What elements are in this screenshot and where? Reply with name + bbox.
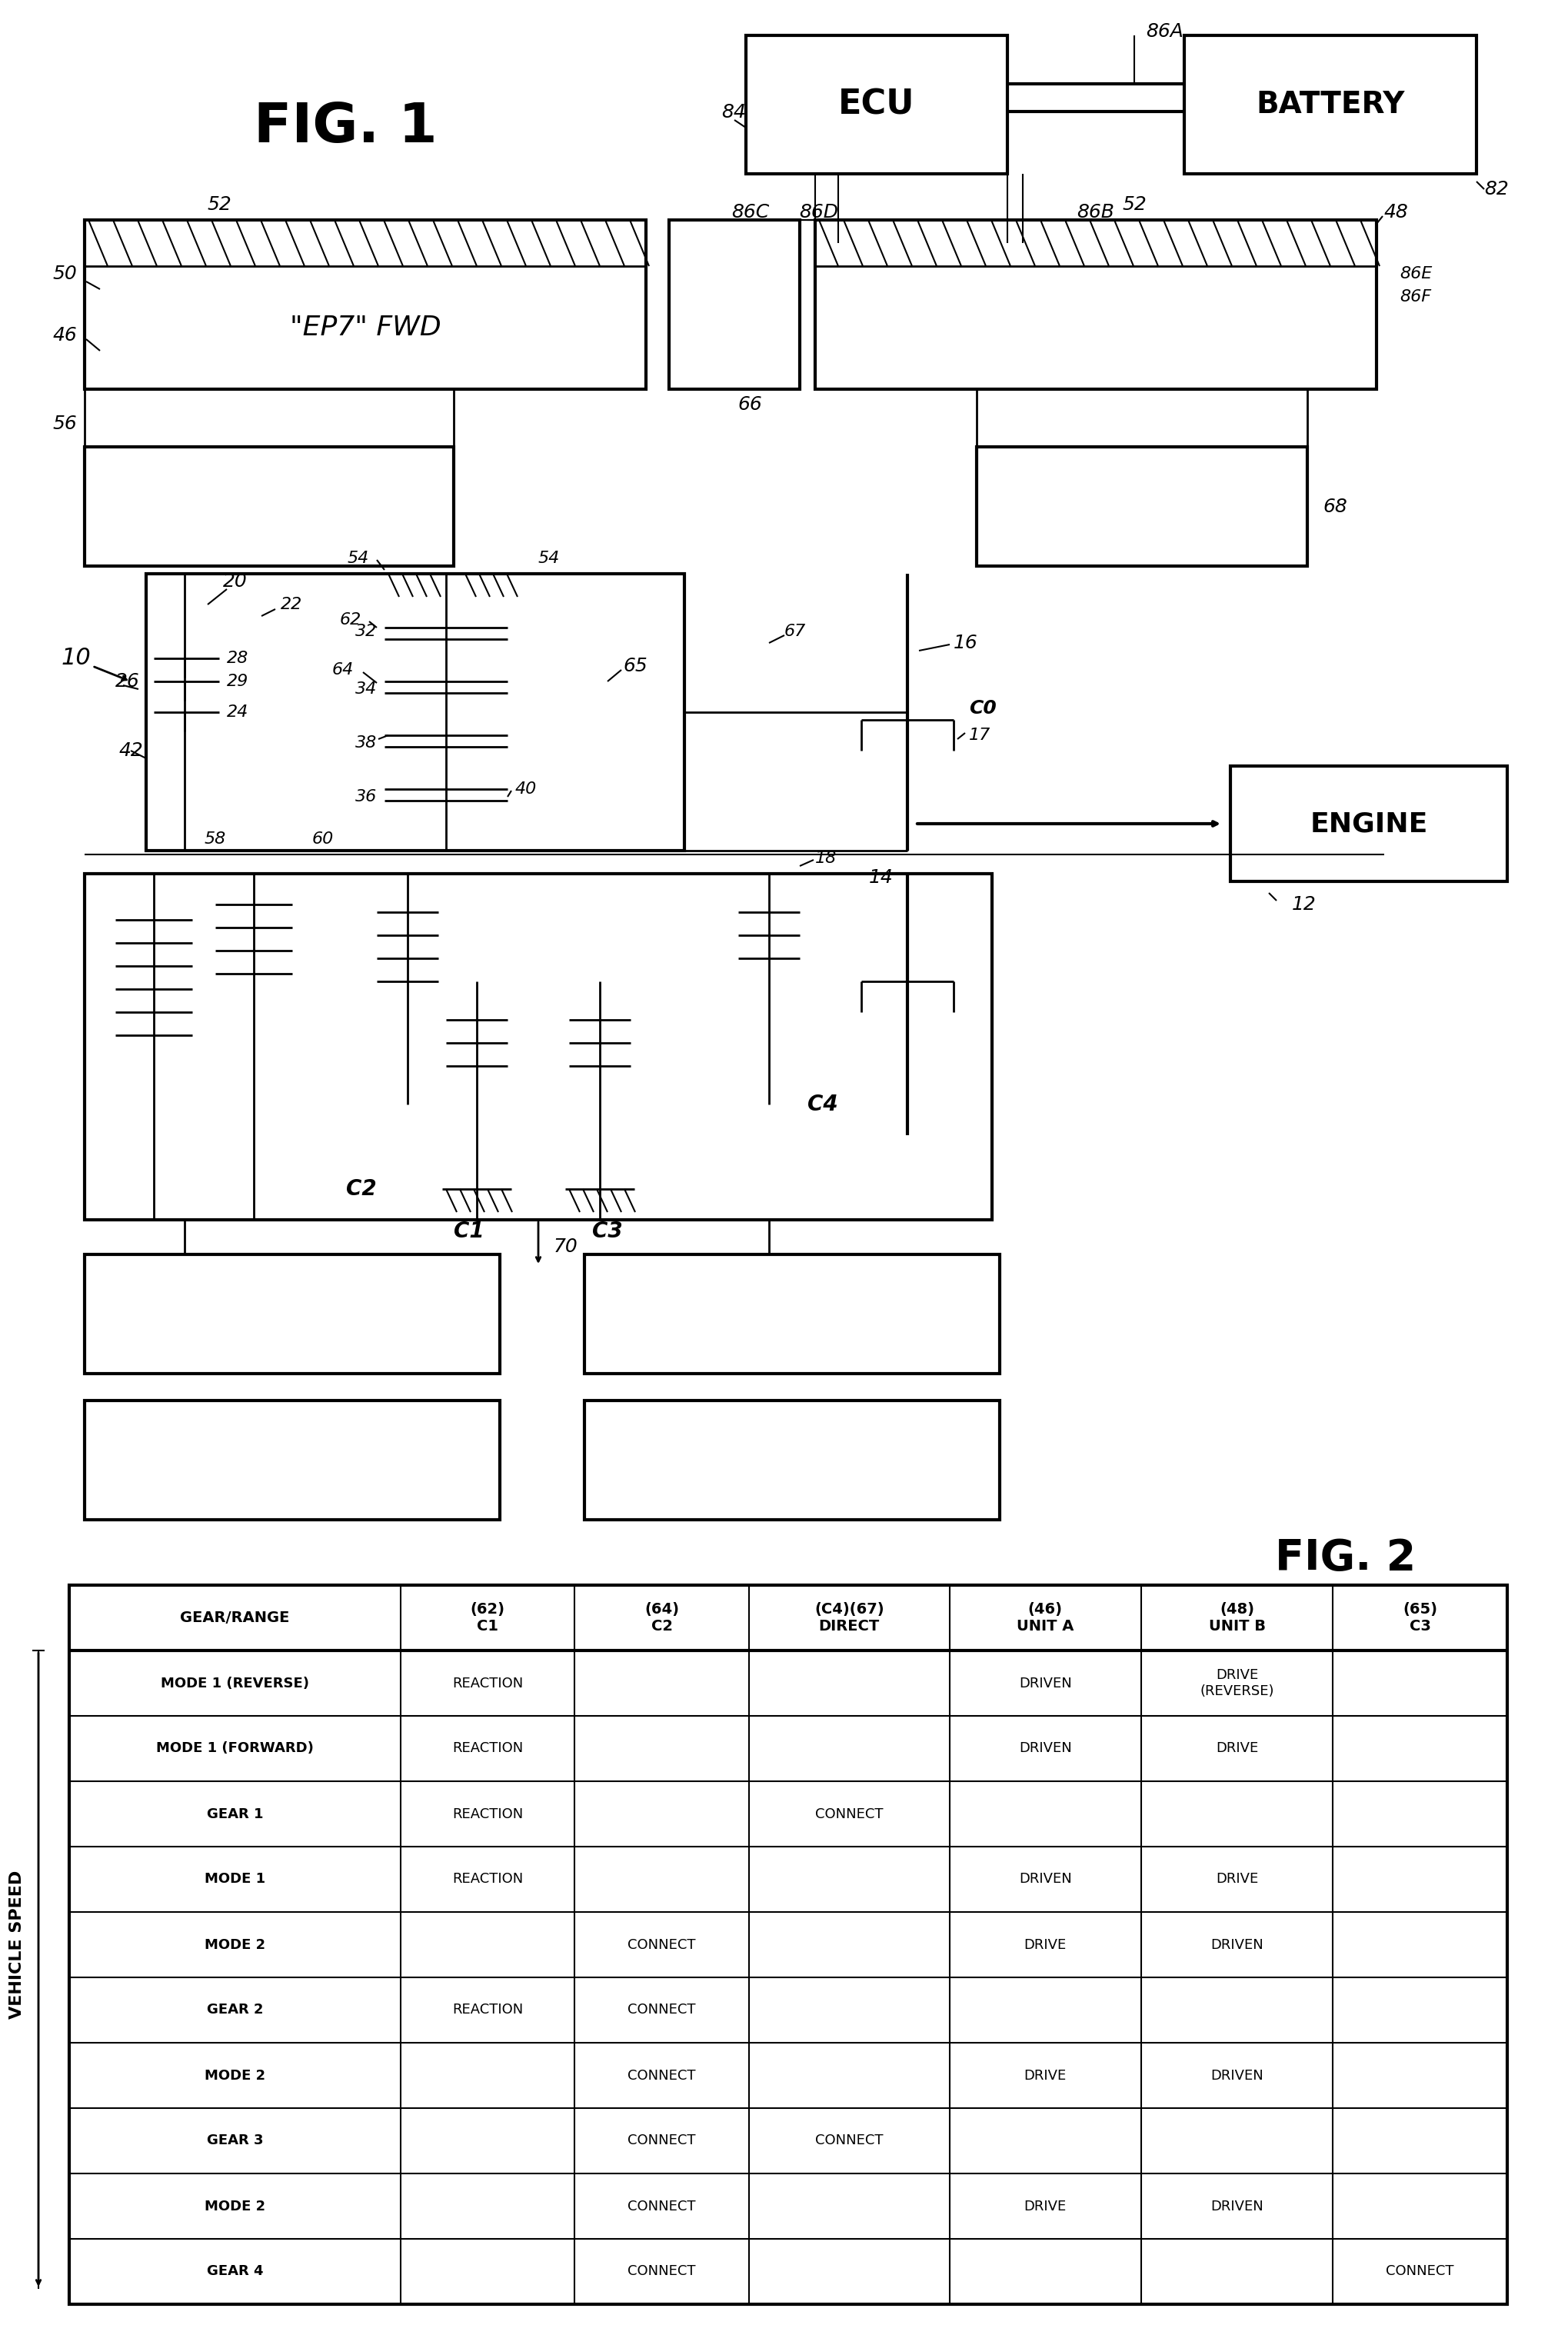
Text: (62)
C1: (62) C1 — [470, 1602, 505, 1635]
Text: CONNECT: CONNECT — [627, 2265, 696, 2279]
Text: 82: 82 — [1483, 180, 1508, 198]
Text: C1: C1 — [453, 1221, 485, 1242]
Text: MODE 1 (FORWARD): MODE 1 (FORWARD) — [155, 1742, 314, 1756]
Text: 32: 32 — [354, 623, 376, 640]
Text: 64: 64 — [332, 663, 353, 677]
Text: DRIVE: DRIVE — [1024, 1938, 1066, 1952]
Bar — [585, 1254, 999, 1373]
Text: 18: 18 — [815, 850, 836, 866]
Text: 48: 48 — [1383, 203, 1408, 222]
Text: REACTION: REACTION — [452, 1807, 522, 1821]
Text: 22: 22 — [281, 598, 303, 612]
Text: 86E: 86E — [1399, 266, 1432, 283]
Text: 28: 28 — [227, 651, 248, 665]
Text: 24: 24 — [227, 705, 248, 719]
Text: 12: 12 — [1292, 894, 1316, 913]
Text: 58: 58 — [204, 831, 226, 848]
Text: DRIVE: DRIVE — [1024, 2200, 1066, 2214]
Text: DRIVE
(REVERSE): DRIVE (REVERSE) — [1200, 1667, 1273, 1698]
Text: 54: 54 — [538, 551, 560, 565]
Text: 17: 17 — [969, 729, 989, 743]
Text: 60: 60 — [312, 831, 334, 848]
Text: 20: 20 — [223, 572, 248, 591]
Text: C3: C3 — [593, 1221, 622, 1242]
Text: GEAR 3: GEAR 3 — [207, 2134, 263, 2148]
Bar — [977, 446, 1306, 565]
Text: 52: 52 — [207, 196, 232, 215]
Text: REACTION: REACTION — [452, 1677, 522, 1691]
Text: MODE 2: MODE 2 — [204, 1938, 265, 1952]
Text: DRIVEN: DRIVEN — [1210, 1938, 1262, 1952]
Text: 26: 26 — [116, 672, 140, 691]
Bar — [745, 35, 1007, 173]
Text: 46: 46 — [52, 327, 77, 346]
Text: REACTION: REACTION — [452, 1873, 522, 1887]
Bar — [668, 219, 800, 390]
Text: MODE 2: MODE 2 — [204, 2200, 265, 2214]
Text: CONNECT: CONNECT — [1386, 2265, 1454, 2279]
Text: DRIVEN: DRIVEN — [1018, 1677, 1071, 1691]
Text: 54: 54 — [347, 551, 368, 565]
Text: DRIVE: DRIVE — [1215, 1873, 1258, 1887]
Text: 38: 38 — [354, 736, 376, 750]
Text: 62: 62 — [340, 612, 361, 628]
Bar — [69, 1585, 1507, 2305]
Text: REACTION: REACTION — [452, 1742, 522, 1756]
Text: 10: 10 — [61, 647, 91, 670]
Text: (C4)(67)
DIRECT: (C4)(67) DIRECT — [814, 1602, 884, 1635]
Text: DRIVE: DRIVE — [1215, 1742, 1258, 1756]
Text: FIG. 1: FIG. 1 — [254, 100, 437, 154]
Text: DRIVEN: DRIVEN — [1018, 1742, 1071, 1756]
Text: GEAR 1: GEAR 1 — [207, 1807, 263, 1821]
Text: 14: 14 — [869, 869, 892, 887]
Text: CONNECT: CONNECT — [627, 2134, 696, 2148]
Text: 34: 34 — [354, 682, 376, 696]
Text: REACTION: REACTION — [452, 2003, 522, 2017]
Bar — [815, 219, 1375, 390]
Text: 65: 65 — [622, 656, 648, 675]
Text: DRIVEN: DRIVEN — [1210, 2069, 1262, 2083]
Bar — [85, 1254, 500, 1373]
Text: DRIVEN: DRIVEN — [1018, 1873, 1071, 1887]
Text: 68: 68 — [1322, 497, 1347, 516]
Text: CONNECT: CONNECT — [627, 2003, 696, 2017]
Text: C4: C4 — [808, 1093, 837, 1116]
Bar — [585, 1401, 999, 1520]
Bar — [1184, 35, 1475, 173]
Text: CONNECT: CONNECT — [627, 1938, 696, 1952]
Text: (48)
UNIT B: (48) UNIT B — [1207, 1602, 1265, 1635]
Bar — [85, 219, 646, 390]
Bar — [85, 446, 453, 565]
Text: DRIVEN: DRIVEN — [1210, 2200, 1262, 2214]
Text: GEAR 2: GEAR 2 — [207, 2003, 263, 2017]
Bar — [85, 873, 991, 1219]
Bar — [1229, 766, 1507, 880]
Text: "EP7" FWD: "EP7" FWD — [290, 315, 441, 341]
Text: 50: 50 — [52, 264, 77, 283]
Text: VEHICLE SPEED: VEHICLE SPEED — [9, 1870, 25, 2020]
Text: (64)
C2: (64) C2 — [644, 1602, 679, 1635]
Text: 66: 66 — [737, 395, 762, 413]
Text: CONNECT: CONNECT — [815, 2134, 883, 2148]
Text: 40: 40 — [514, 782, 536, 796]
Text: C2: C2 — [347, 1179, 376, 1200]
Text: ECU: ECU — [837, 89, 914, 121]
Text: CONNECT: CONNECT — [815, 1807, 883, 1821]
Text: 84: 84 — [721, 103, 745, 121]
Text: (65)
C3: (65) C3 — [1402, 1602, 1436, 1635]
Text: 52: 52 — [1123, 196, 1146, 215]
Text: MODE 1 (REVERSE): MODE 1 (REVERSE) — [160, 1677, 309, 1691]
Text: CONNECT: CONNECT — [627, 2069, 696, 2083]
Text: ENGINE: ENGINE — [1309, 810, 1427, 836]
Text: GEAR/RANGE: GEAR/RANGE — [180, 1611, 290, 1625]
Bar — [85, 1401, 500, 1520]
Bar — [146, 574, 684, 850]
Text: 86A: 86A — [1145, 23, 1182, 40]
Text: 86D: 86D — [798, 203, 837, 222]
Text: 29: 29 — [227, 675, 248, 689]
Text: DRIVE: DRIVE — [1024, 2069, 1066, 2083]
Text: 56: 56 — [52, 416, 77, 432]
Text: CONNECT: CONNECT — [627, 2200, 696, 2214]
Text: 70: 70 — [554, 1238, 579, 1256]
Text: (46)
UNIT A: (46) UNIT A — [1016, 1602, 1074, 1635]
